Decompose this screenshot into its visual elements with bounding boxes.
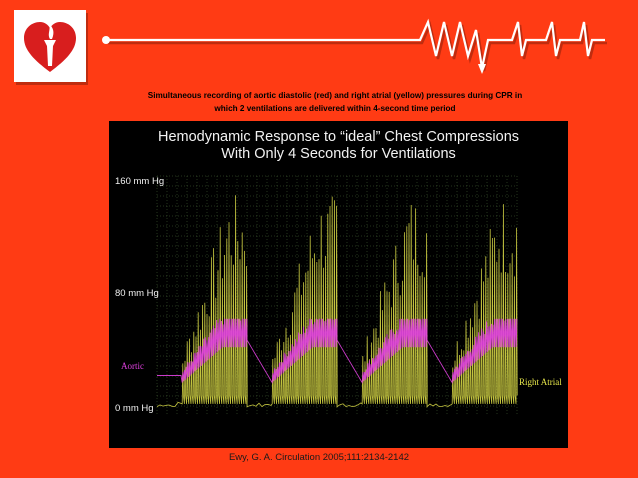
y-tick-label: 160 mm Hg xyxy=(115,176,165,187)
chart-frame: Hemodynamic Response to “ideal” Chest Co… xyxy=(109,121,568,448)
legend-aortic: Aortic xyxy=(121,361,144,371)
grid xyxy=(156,175,518,415)
caption-line-1: Simultaneous recording of aortic diastol… xyxy=(147,91,523,100)
series-aortic-line xyxy=(157,318,518,385)
plot-area xyxy=(156,175,518,415)
heart-torch-icon xyxy=(14,10,86,82)
y-tick-label: 0 mm Hg xyxy=(115,403,154,414)
header-line-dot xyxy=(102,36,110,44)
caption: Simultaneous recording of aortic diastol… xyxy=(120,89,550,115)
caption-line-2: which 2 ventilations are delivered withi… xyxy=(214,104,456,113)
chart-title-line-2: With Only 4 Seconds for Ventilations xyxy=(221,146,456,162)
chart-title-line-1: Hemodynamic Response to “ideal” Chest Co… xyxy=(157,129,520,145)
citation: Ewy, G. A. Circulation 2005;111:2134-214… xyxy=(228,452,410,463)
series-right-atrial-line xyxy=(156,195,518,408)
header-ecg-decoration xyxy=(102,18,607,74)
y-tick-label: 80 mm Hg xyxy=(115,288,159,299)
legend-right-atrial: Right Atrial xyxy=(519,377,562,387)
